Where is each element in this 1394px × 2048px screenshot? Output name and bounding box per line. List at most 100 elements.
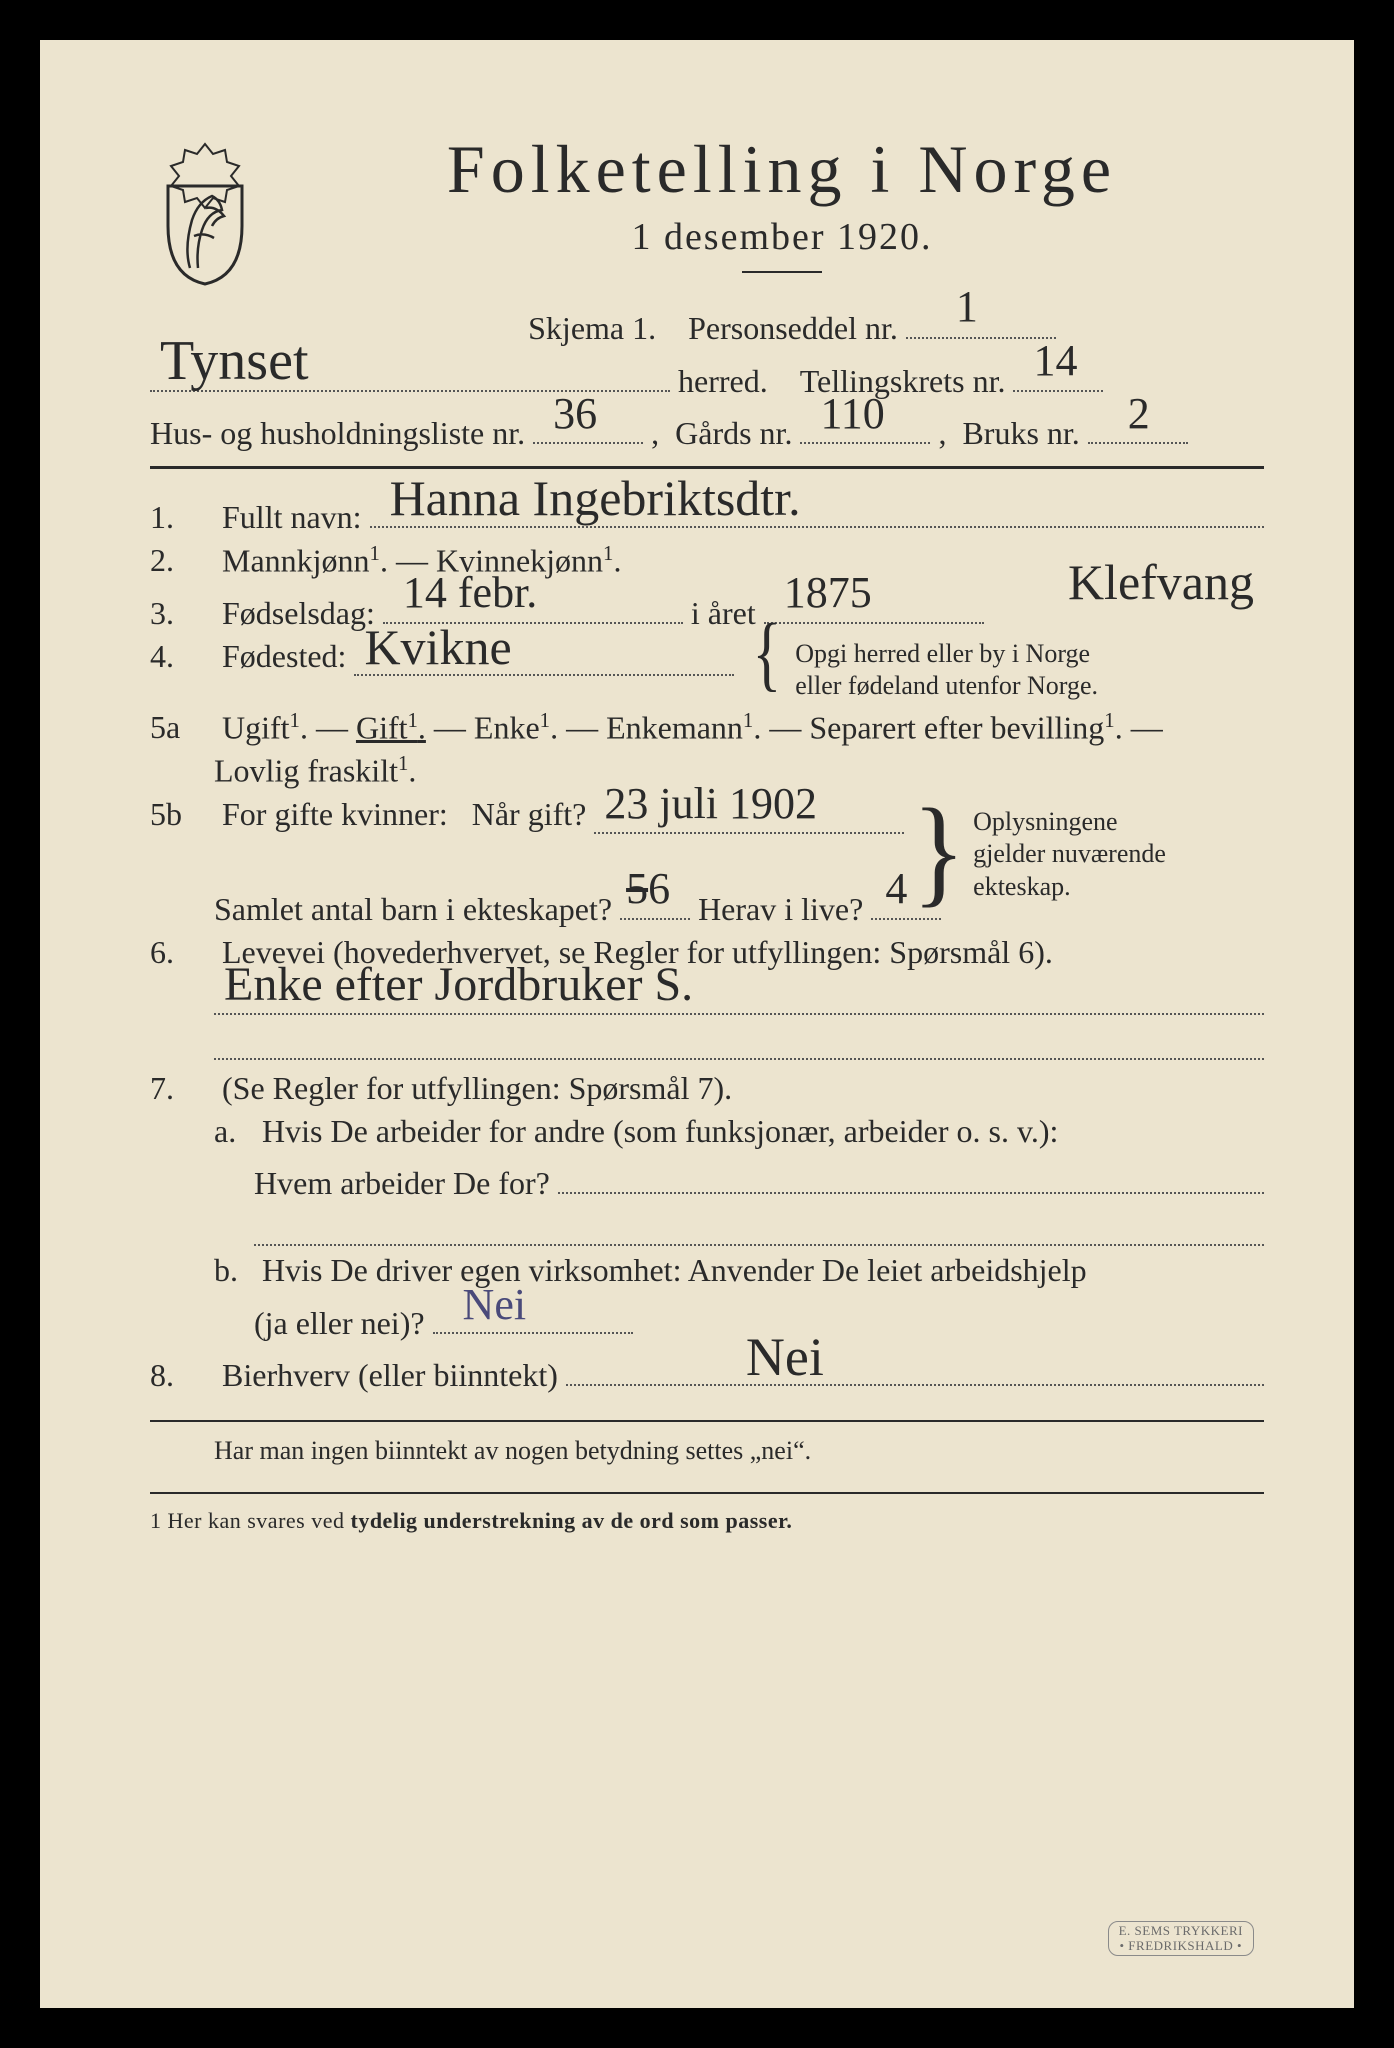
herred-label: herred. — [678, 363, 768, 400]
q5a-opt-0: Ugift1. — [222, 709, 308, 747]
q7b-row-1: b. Hvis De driver egen virksomhet: Anven… — [150, 1252, 1264, 1289]
gards-field: 110 — [800, 406, 930, 444]
q1-num: 1. — [150, 499, 214, 536]
q7b-row-2: (ja eller nei)? Nei — [150, 1295, 1264, 1341]
q7b-label: b. — [214, 1252, 254, 1289]
q5a-row: 5a Ugift1. — Gift1. — Enke1. — Enkemann1… — [150, 709, 1264, 747]
q4-row: 4. Fødested: Kvikne { Opgi herred eller … — [150, 638, 1264, 703]
q7b-l1: Hvis De driver egen virksomhet: Anvender… — [262, 1252, 1087, 1289]
q8-num: 8. — [150, 1357, 214, 1394]
q5b-gift-value: 23 juli 1902 — [604, 778, 817, 829]
q5a-tail: Lovlig fraskilt1. — [214, 752, 416, 790]
q5b-q-live: Herav i live? — [698, 891, 863, 928]
q5b-barn-field: 56 — [620, 881, 690, 919]
q5b-q-gift: Når gift? — [472, 796, 587, 833]
q7b-l2: (ja eller nei)? — [254, 1305, 425, 1342]
meta-row-3: Hus- og husholdningsliste nr. 36 , Gårds… — [150, 406, 1264, 452]
page-title: Folketelling i Norge — [300, 130, 1264, 209]
q5b-gift-field: 23 juli 1902 — [594, 796, 904, 834]
q3-year-field: 1875 — [764, 585, 984, 623]
q6-num: 6. — [150, 934, 214, 971]
q7a-blank — [150, 1208, 1264, 1246]
hushold-field: 36 — [533, 406, 643, 444]
q1-row: 1. Fullt navn: Hanna Ingebriktsdtr. — [150, 489, 1264, 535]
q6-blank-row — [150, 1021, 1264, 1059]
q3-day-value: 14 febr. — [403, 567, 537, 618]
printer-stamp: E. SEMS TRYKKERI• FREDRIKSHALD • — [1108, 1921, 1254, 1956]
q5b-live-field: 4 — [871, 881, 941, 919]
section-rule-3 — [150, 1492, 1264, 1494]
tellingskrets-value: 14 — [1033, 335, 1077, 386]
section-rule-2 — [150, 1420, 1264, 1422]
q5b-row-1: 5b For gifte kvinner: Når gift? 23 juli … — [150, 796, 1264, 894]
gards-value: 110 — [820, 388, 884, 439]
q5a-num: 5a — [150, 709, 214, 746]
q3-label: Fødselsdag: — [222, 595, 375, 632]
q7b-value: Nei — [463, 1279, 527, 1330]
hushold-value: 36 — [553, 388, 597, 439]
q1-value: Hanna Ingebriktsdtr. — [390, 469, 801, 527]
q5a-opt-3: Enkemann1. — [606, 709, 761, 747]
q5a-opt-4: Separert efter bevilling1. — [809, 709, 1122, 747]
q5b-note: Oplysningene gjelder nuværende ekteskap. — [973, 806, 1166, 904]
meta-row-1: Skjema 1. Personseddel nr. 1 — [150, 301, 1264, 347]
gards-label: Gårds nr. — [675, 415, 792, 452]
personseddel-field: 1 — [906, 301, 1056, 339]
coat-of-arms-icon — [150, 138, 260, 288]
q5b-barn-value: 56 — [626, 863, 670, 914]
bruks-field: 2 — [1088, 406, 1188, 444]
q5b-label: For gifte kvinner: — [222, 796, 448, 833]
q8-row: 8. Bierhverv (eller biinntekt) Nei — [150, 1348, 1264, 1394]
title-rule — [742, 271, 822, 273]
q2-num: 2. — [150, 542, 214, 579]
q8-label: Bierhverv (eller biinntekt) — [222, 1357, 558, 1394]
header: Folketelling i Norge 1 desember 1920. — [150, 130, 1264, 291]
skjema-label: Skjema 1. — [528, 310, 656, 347]
census-form-page: Folketelling i Norge 1 desember 1920. Sk… — [40, 40, 1354, 2008]
q2-side-value: Klefvang — [1068, 553, 1254, 611]
q1-label: Fullt navn: — [222, 499, 362, 536]
q6-value-row: Enke efter Jordbruker S. — [150, 977, 1264, 1015]
q5b-q-barn: Samlet antal barn i ekteskapet? — [214, 891, 612, 928]
q5b-live-value: 4 — [885, 863, 907, 914]
q8-field: Nei — [566, 1348, 1264, 1386]
meta-row-2: Tynset herred. Tellingskrets nr. 14 — [150, 353, 1264, 399]
q4-value: Kvikne — [364, 618, 511, 676]
q5b-num: 5b — [150, 796, 214, 833]
q2-m: Mannkjønn1. — [222, 542, 388, 580]
q7a-l2: Hvem arbeider De for? — [254, 1165, 550, 1202]
q6-value: Enke efter Jordbruker S. — [224, 957, 693, 1012]
q7a-field-2 — [254, 1208, 1264, 1246]
herred-value: Tynset — [160, 329, 309, 393]
q4-label: Fødested: — [222, 638, 346, 675]
q7a-label: a. — [214, 1113, 254, 1150]
personseddel-value: 1 — [956, 281, 978, 332]
personseddel-label: Personseddel nr. — [688, 310, 898, 347]
footnote-1: Har man ingen biinntekt av nogen betydni… — [150, 1436, 1264, 1466]
q2-row: 2. Mannkjønn1. — Kvinnekjønn1. Klefvang — [150, 542, 1264, 580]
q4-num: 4. — [150, 638, 214, 675]
q3-mid: i året — [691, 595, 756, 632]
q4-field: Kvikne — [354, 638, 734, 676]
q7a-field — [558, 1156, 1264, 1194]
q6-field-2 — [214, 1021, 1264, 1059]
q5a-opt-1-selected: Gift1. — [356, 709, 426, 747]
q4-note: Opgi herred eller by i Norge eller fødel… — [795, 638, 1098, 703]
q7-row: 7. (Se Regler for utfyllingen: Spørsmål … — [150, 1070, 1264, 1107]
q7a-row-2: Hvem arbeider De for? — [150, 1156, 1264, 1202]
q8-value: Nei — [746, 1326, 824, 1388]
hushold-label: Hus- og husholdningsliste nr. — [150, 415, 525, 452]
herred-field: Tynset — [150, 353, 670, 391]
bruks-label: Bruks nr. — [962, 415, 1079, 452]
q7a-l1: Hvis De arbeider for andre (som funksjon… — [262, 1113, 1058, 1150]
q3-year-value: 1875 — [784, 567, 872, 618]
bruks-value: 2 — [1128, 388, 1150, 439]
brace-icon: { — [752, 632, 781, 674]
q1-field: Hanna Ingebriktsdtr. — [370, 489, 1264, 527]
q7a-row-1: a. Hvis De arbeider for andre (som funks… — [150, 1113, 1264, 1150]
page-subtitle: 1 desember 1920. — [300, 215, 1264, 259]
q7-num: 7. — [150, 1070, 214, 1107]
footnote-2: 1 Her kan svares ved tydelig understrekn… — [150, 1508, 1264, 1534]
q7b-field: Nei — [433, 1295, 633, 1333]
q3-num: 3. — [150, 595, 214, 632]
